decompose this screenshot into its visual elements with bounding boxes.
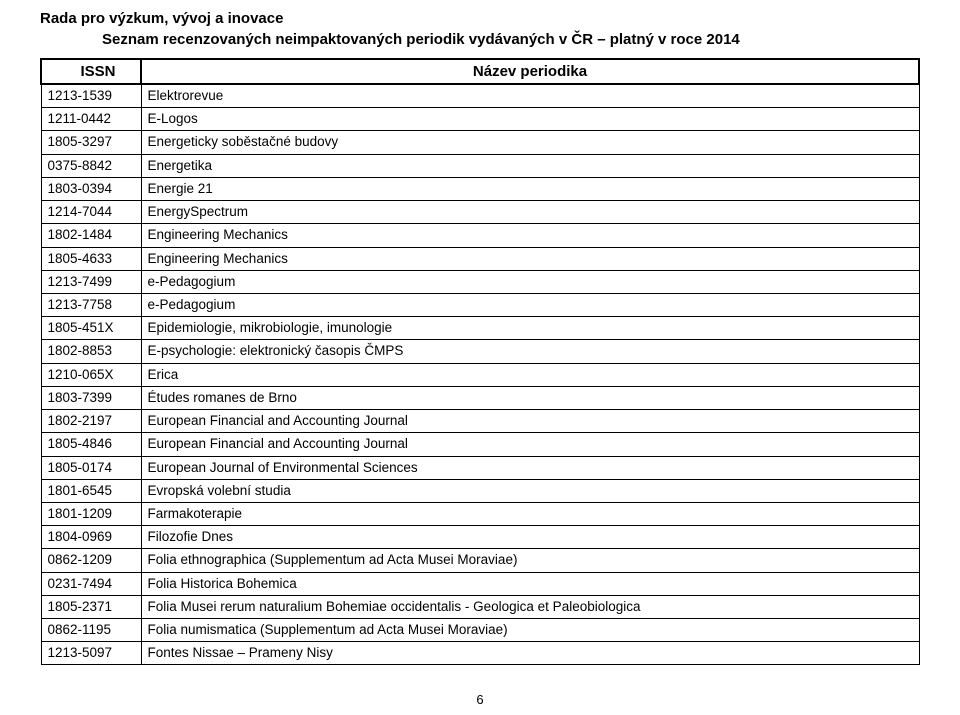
cell-name: Farmakoterapie <box>141 502 919 525</box>
document-page: Rada pro výzkum, vývoj a inovace Seznam … <box>0 0 960 665</box>
table-row: 1805-0174European Journal of Environment… <box>41 456 919 479</box>
cell-issn: 0862-1209 <box>41 549 141 572</box>
table-row: 1802-1484Engineering Mechanics <box>41 224 919 247</box>
cell-name: Folia numismatica (Supplementum ad Acta … <box>141 619 919 642</box>
table-header-row: ISSN Název periodika <box>41 59 919 84</box>
table-row: 1213-7499e-Pedagogium <box>41 270 919 293</box>
cell-name: Evropská volební studia <box>141 479 919 502</box>
cell-name: Études romanes de Brno <box>141 386 919 409</box>
table-row: 1211-0442E-Logos <box>41 108 919 131</box>
cell-name: E-Logos <box>141 108 919 131</box>
cell-name: Folia Musei rerum naturalium Bohemiae oc… <box>141 595 919 618</box>
cell-issn: 1211-0442 <box>41 108 141 131</box>
cell-issn: 0862-1195 <box>41 619 141 642</box>
cell-issn: 1805-0174 <box>41 456 141 479</box>
table-row: 1805-451XEpidemiologie, mikrobiologie, i… <box>41 317 919 340</box>
periodicals-table: ISSN Název periodika 1213-1539Elektrorev… <box>40 58 920 665</box>
table-row: 0862-1195Folia numismatica (Supplementum… <box>41 619 919 642</box>
heading-sub: Seznam recenzovaných neimpaktovaných per… <box>102 31 920 48</box>
cell-name: European Journal of Environmental Scienc… <box>141 456 919 479</box>
table-row: 1801-6545Evropská volební studia <box>41 479 919 502</box>
table-row: 0231-7494Folia Historica Bohemica <box>41 572 919 595</box>
column-header-issn: ISSN <box>41 59 141 84</box>
table-row: 1210-065XErica <box>41 363 919 386</box>
table-row: 1802-8853E-psychologie: elektronický čas… <box>41 340 919 363</box>
table-row: 1802-2197European Financial and Accounti… <box>41 410 919 433</box>
cell-name: Epidemiologie, mikrobiologie, imunologie <box>141 317 919 340</box>
cell-name: European Financial and Accounting Journa… <box>141 410 919 433</box>
table-row: 1803-0394Energie 21 <box>41 177 919 200</box>
table-row: 1213-1539Elektrorevue <box>41 84 919 108</box>
cell-name: European Financial and Accounting Journa… <box>141 433 919 456</box>
page-number: 6 <box>0 692 960 707</box>
table-row: 1214-7044EnergySpectrum <box>41 201 919 224</box>
table-row: 0375-8842Energetika <box>41 154 919 177</box>
cell-name: EnergySpectrum <box>141 201 919 224</box>
cell-issn: 1805-2371 <box>41 595 141 618</box>
table-row: 1213-7758e-Pedagogium <box>41 293 919 316</box>
cell-name: Erica <box>141 363 919 386</box>
cell-issn: 1805-451X <box>41 317 141 340</box>
cell-issn: 1803-7399 <box>41 386 141 409</box>
table-row: 1803-7399Études romanes de Brno <box>41 386 919 409</box>
cell-name: Folia Historica Bohemica <box>141 572 919 595</box>
cell-issn: 1213-1539 <box>41 84 141 108</box>
table-row: 0862-1209Folia ethnographica (Supplement… <box>41 549 919 572</box>
cell-name: E-psychologie: elektronický časopis ČMPS <box>141 340 919 363</box>
cell-issn: 1805-4633 <box>41 247 141 270</box>
cell-issn: 1805-4846 <box>41 433 141 456</box>
cell-issn: 1803-0394 <box>41 177 141 200</box>
cell-name: Energie 21 <box>141 177 919 200</box>
cell-name: Elektrorevue <box>141 84 919 108</box>
cell-issn: 1802-2197 <box>41 410 141 433</box>
cell-issn: 1213-5097 <box>41 642 141 665</box>
table-row: 1805-4846European Financial and Accounti… <box>41 433 919 456</box>
cell-issn: 1213-7758 <box>41 293 141 316</box>
cell-issn: 1214-7044 <box>41 201 141 224</box>
cell-name: Filozofie Dnes <box>141 526 919 549</box>
table-row: 1213-5097Fontes Nissae – Prameny Nisy <box>41 642 919 665</box>
cell-issn: 1801-6545 <box>41 479 141 502</box>
table-row: 1805-4633Engineering Mechanics <box>41 247 919 270</box>
cell-issn: 1213-7499 <box>41 270 141 293</box>
cell-issn: 1802-8853 <box>41 340 141 363</box>
cell-issn: 0231-7494 <box>41 572 141 595</box>
heading-main: Rada pro výzkum, vývoj a inovace <box>40 10 920 27</box>
table-row: 1801-1209Farmakoterapie <box>41 502 919 525</box>
cell-name: e-Pedagogium <box>141 270 919 293</box>
table-row: 1805-2371Folia Musei rerum naturalium Bo… <box>41 595 919 618</box>
cell-name: Energeticky soběstačné budovy <box>141 131 919 154</box>
cell-issn: 0375-8842 <box>41 154 141 177</box>
cell-issn: 1805-3297 <box>41 131 141 154</box>
cell-issn: 1804-0969 <box>41 526 141 549</box>
cell-issn: 1801-1209 <box>41 502 141 525</box>
cell-issn: 1210-065X <box>41 363 141 386</box>
cell-name: Folia ethnographica (Supplementum ad Act… <box>141 549 919 572</box>
cell-issn: 1802-1484 <box>41 224 141 247</box>
cell-name: e-Pedagogium <box>141 293 919 316</box>
table-row: 1805-3297Energeticky soběstačné budovy <box>41 131 919 154</box>
table-row: 1804-0969Filozofie Dnes <box>41 526 919 549</box>
cell-name: Fontes Nissae – Prameny Nisy <box>141 642 919 665</box>
cell-name: Engineering Mechanics <box>141 247 919 270</box>
cell-name: Energetika <box>141 154 919 177</box>
cell-name: Engineering Mechanics <box>141 224 919 247</box>
column-header-name: Název periodika <box>141 59 919 84</box>
